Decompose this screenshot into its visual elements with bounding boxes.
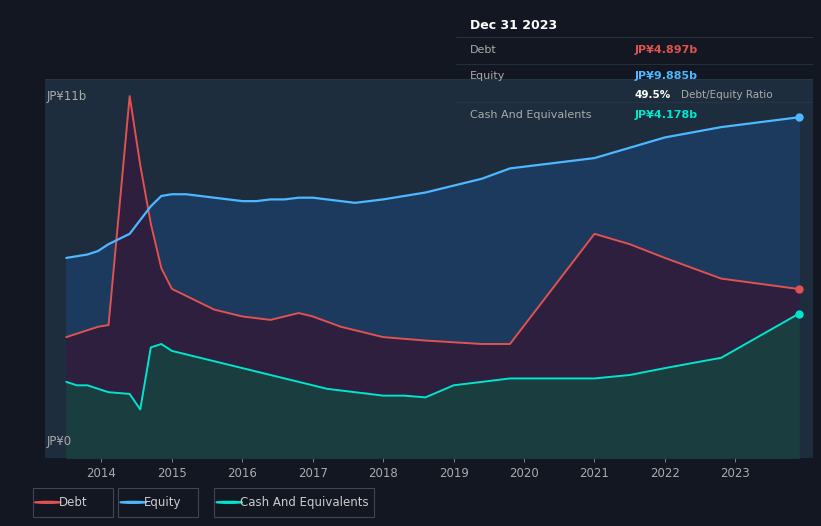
Text: Equity: Equity — [470, 71, 505, 81]
Text: JP¥11b: JP¥11b — [47, 90, 87, 103]
Text: JP¥4.897b: JP¥4.897b — [635, 45, 698, 55]
Text: JP¥0: JP¥0 — [47, 435, 71, 448]
Circle shape — [120, 501, 146, 503]
Circle shape — [34, 501, 61, 503]
Text: Debt/Equity Ratio: Debt/Equity Ratio — [681, 90, 773, 100]
Text: JP¥4.178b: JP¥4.178b — [635, 110, 697, 120]
Text: Debt: Debt — [58, 496, 87, 509]
Text: Cash And Equivalents: Cash And Equivalents — [470, 110, 591, 120]
Circle shape — [216, 501, 242, 503]
Text: 49.5%: 49.5% — [635, 90, 671, 100]
Text: JP¥9.885b: JP¥9.885b — [635, 71, 697, 81]
Text: Dec 31 2023: Dec 31 2023 — [470, 19, 557, 32]
Text: Debt: Debt — [470, 45, 497, 55]
Text: Cash And Equivalents: Cash And Equivalents — [240, 496, 369, 509]
Text: Equity: Equity — [144, 496, 181, 509]
